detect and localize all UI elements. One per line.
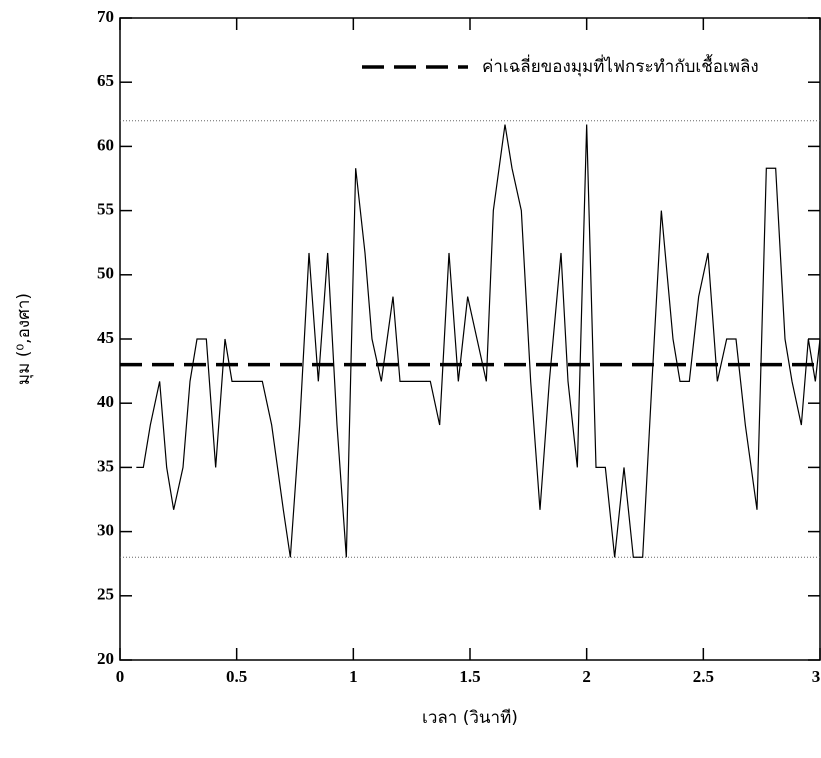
y-tick-label: 20 <box>97 649 114 668</box>
legend-label: ค่าเฉลี่ยของมุมที่ไฟกระทำกับเชื้อเพลิง <box>482 54 759 77</box>
y-tick-label: 60 <box>97 135 114 154</box>
data-line <box>136 124 821 558</box>
x-tick-label: 0 <box>116 667 125 686</box>
x-tick-label: 0.5 <box>226 667 247 686</box>
y-tick-label: 45 <box>97 328 114 347</box>
y-tick-label: 25 <box>97 585 114 604</box>
y-tick-label: 65 <box>97 71 114 90</box>
x-axis-label: เวลา (วินาที) <box>422 708 518 728</box>
y-tick-label: 30 <box>97 521 114 540</box>
y-axis-label: มุม (⁰,องศา) <box>14 293 34 385</box>
y-tick-label: 35 <box>97 456 114 475</box>
x-tick-label: 1 <box>349 667 358 686</box>
x-tick-label: 2.5 <box>693 667 714 686</box>
y-tick-label: 70 <box>97 7 114 26</box>
x-tick-label: 1.5 <box>459 667 480 686</box>
x-tick-label: 3 <box>812 667 821 686</box>
x-tick-label: 2 <box>582 667 591 686</box>
y-tick-label: 40 <box>97 392 114 411</box>
y-tick-label: 50 <box>97 264 114 283</box>
y-tick-label: 55 <box>97 200 114 219</box>
